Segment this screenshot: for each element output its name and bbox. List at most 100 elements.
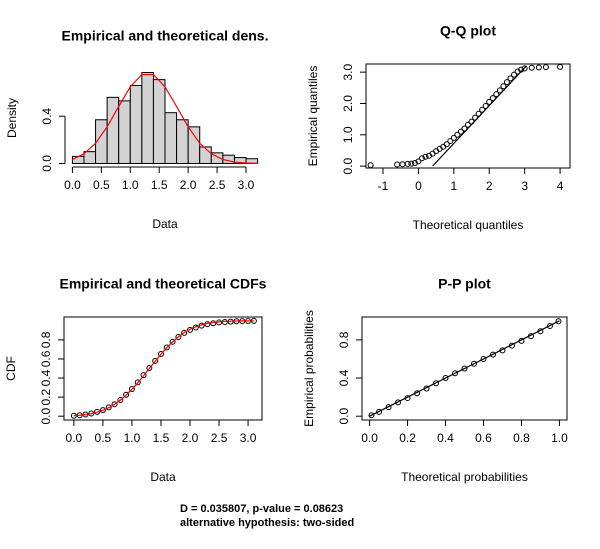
point: [414, 390, 421, 397]
y-tick-label: 0.8: [337, 331, 351, 348]
hist-bar: [71, 155, 85, 164]
point: [99, 407, 106, 414]
x-tick-label: -1: [378, 179, 389, 193]
x-tick-label: 0.2: [399, 431, 416, 445]
x-tick-label: 4: [557, 179, 564, 193]
hist-bar: [83, 151, 97, 164]
point: [480, 355, 487, 362]
point: [181, 329, 188, 336]
point: [105, 404, 112, 411]
point: [368, 412, 375, 419]
point: [508, 342, 515, 349]
point: [411, 159, 418, 166]
point: [489, 95, 496, 102]
point: [433, 380, 440, 387]
point: [521, 65, 528, 72]
panel-title: P-P plot: [438, 276, 491, 292]
point: [546, 323, 553, 330]
x-axis-label: Data: [150, 470, 176, 484]
point: [157, 351, 164, 358]
y-tick-label: 0.8: [39, 331, 53, 348]
point: [542, 64, 549, 71]
y-tick-label: 0.0: [40, 155, 54, 172]
x-tick-label: 1.5: [153, 431, 170, 445]
y-tick-label: 0.2: [39, 388, 53, 405]
hist-bar: [187, 126, 201, 164]
point: [470, 360, 477, 367]
x-tick-label: 3: [521, 179, 528, 193]
point: [111, 401, 118, 408]
x-tick-label: 0.4: [437, 431, 454, 445]
point: [447, 138, 454, 145]
y-tick-label: 0.0: [39, 408, 53, 425]
x-tick-label: 0.6: [475, 431, 492, 445]
point: [500, 83, 507, 90]
point: [422, 153, 429, 160]
x-tick-label: 2.5: [209, 178, 226, 192]
x-axis-label: Theoretical probabilities: [401, 470, 528, 484]
point: [146, 365, 153, 372]
point: [123, 391, 130, 398]
point: [394, 161, 401, 168]
point: [117, 396, 124, 403]
line: [72, 73, 258, 164]
panel-title: Q-Q plot: [440, 23, 496, 39]
x-tick-label: 2.5: [211, 431, 228, 445]
line: [432, 65, 527, 167]
point: [461, 365, 468, 372]
y-axis-label: Density: [5, 98, 19, 138]
point: [128, 386, 135, 393]
point: [423, 385, 430, 392]
panel-title: Empirical and theoretical CDFs: [60, 276, 267, 292]
line: [73, 320, 254, 417]
plot-box: [361, 316, 568, 421]
x-tick-label: 0.8: [513, 431, 530, 445]
point: [511, 71, 518, 78]
hist-bar: [199, 146, 212, 164]
point: [163, 344, 170, 351]
footer-line: alternative hypothesis: two-sided: [180, 517, 354, 529]
point: [537, 328, 544, 335]
point: [503, 79, 510, 86]
point: [415, 158, 422, 165]
x-tick-label: 0.0: [361, 431, 378, 445]
x-tick-label: 2: [486, 179, 493, 193]
y-tick-label: 3.0: [341, 63, 355, 80]
x-tick-label: 1: [450, 179, 457, 193]
point: [454, 131, 461, 138]
point: [418, 155, 425, 162]
point: [527, 333, 534, 340]
y-tick-label: 0.6: [39, 350, 53, 367]
point: [395, 399, 402, 406]
point: [493, 91, 500, 98]
x-axis-label: Data: [152, 217, 178, 231]
point: [140, 372, 147, 379]
x-axis-label: Theoretical quantiles: [413, 218, 524, 232]
hist-bar: [152, 79, 166, 164]
point: [408, 160, 415, 167]
point: [557, 63, 564, 70]
x-tick-label: 0.0: [66, 431, 83, 445]
plot-box: [365, 63, 571, 169]
point: [518, 337, 525, 344]
y-tick-label: 1.0: [341, 126, 355, 143]
point: [507, 75, 514, 82]
x-tick-label: 1.0: [124, 431, 141, 445]
point: [376, 408, 383, 415]
hist-bar: [141, 72, 154, 164]
point: [496, 87, 503, 94]
footer-line: D = 0.035807, p-value = 0.08623: [180, 503, 343, 515]
plot-box: [63, 316, 263, 421]
point: [442, 375, 449, 382]
x-tick-label: 2.0: [182, 431, 199, 445]
point: [169, 338, 176, 345]
point: [404, 160, 411, 167]
point: [535, 64, 542, 71]
point: [404, 395, 411, 402]
point: [443, 141, 450, 148]
x-tick-label: 0.5: [95, 431, 112, 445]
y-tick-label: 2.0: [341, 95, 355, 112]
point: [489, 351, 496, 358]
panel-title: Empirical and theoretical dens.: [62, 28, 269, 44]
